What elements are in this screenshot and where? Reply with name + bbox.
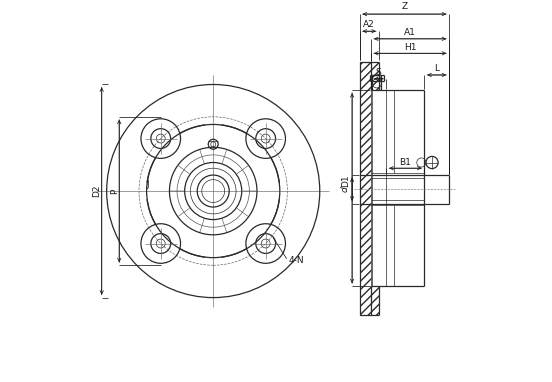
Text: L: L [434,65,439,73]
Text: Z: Z [401,2,407,11]
Text: J: J [147,180,149,189]
Text: d: d [341,186,350,192]
Polygon shape [371,62,379,90]
Text: H1: H1 [404,43,416,52]
Text: B1: B1 [400,158,411,167]
Text: D2: D2 [92,185,101,197]
Text: A1: A1 [404,28,416,37]
Text: D1: D1 [341,174,350,187]
Text: P: P [110,188,119,194]
Text: S: S [376,68,381,77]
Text: A2: A2 [363,20,375,29]
Text: 4-N: 4-N [289,256,304,265]
Polygon shape [371,286,379,315]
Polygon shape [360,62,371,315]
